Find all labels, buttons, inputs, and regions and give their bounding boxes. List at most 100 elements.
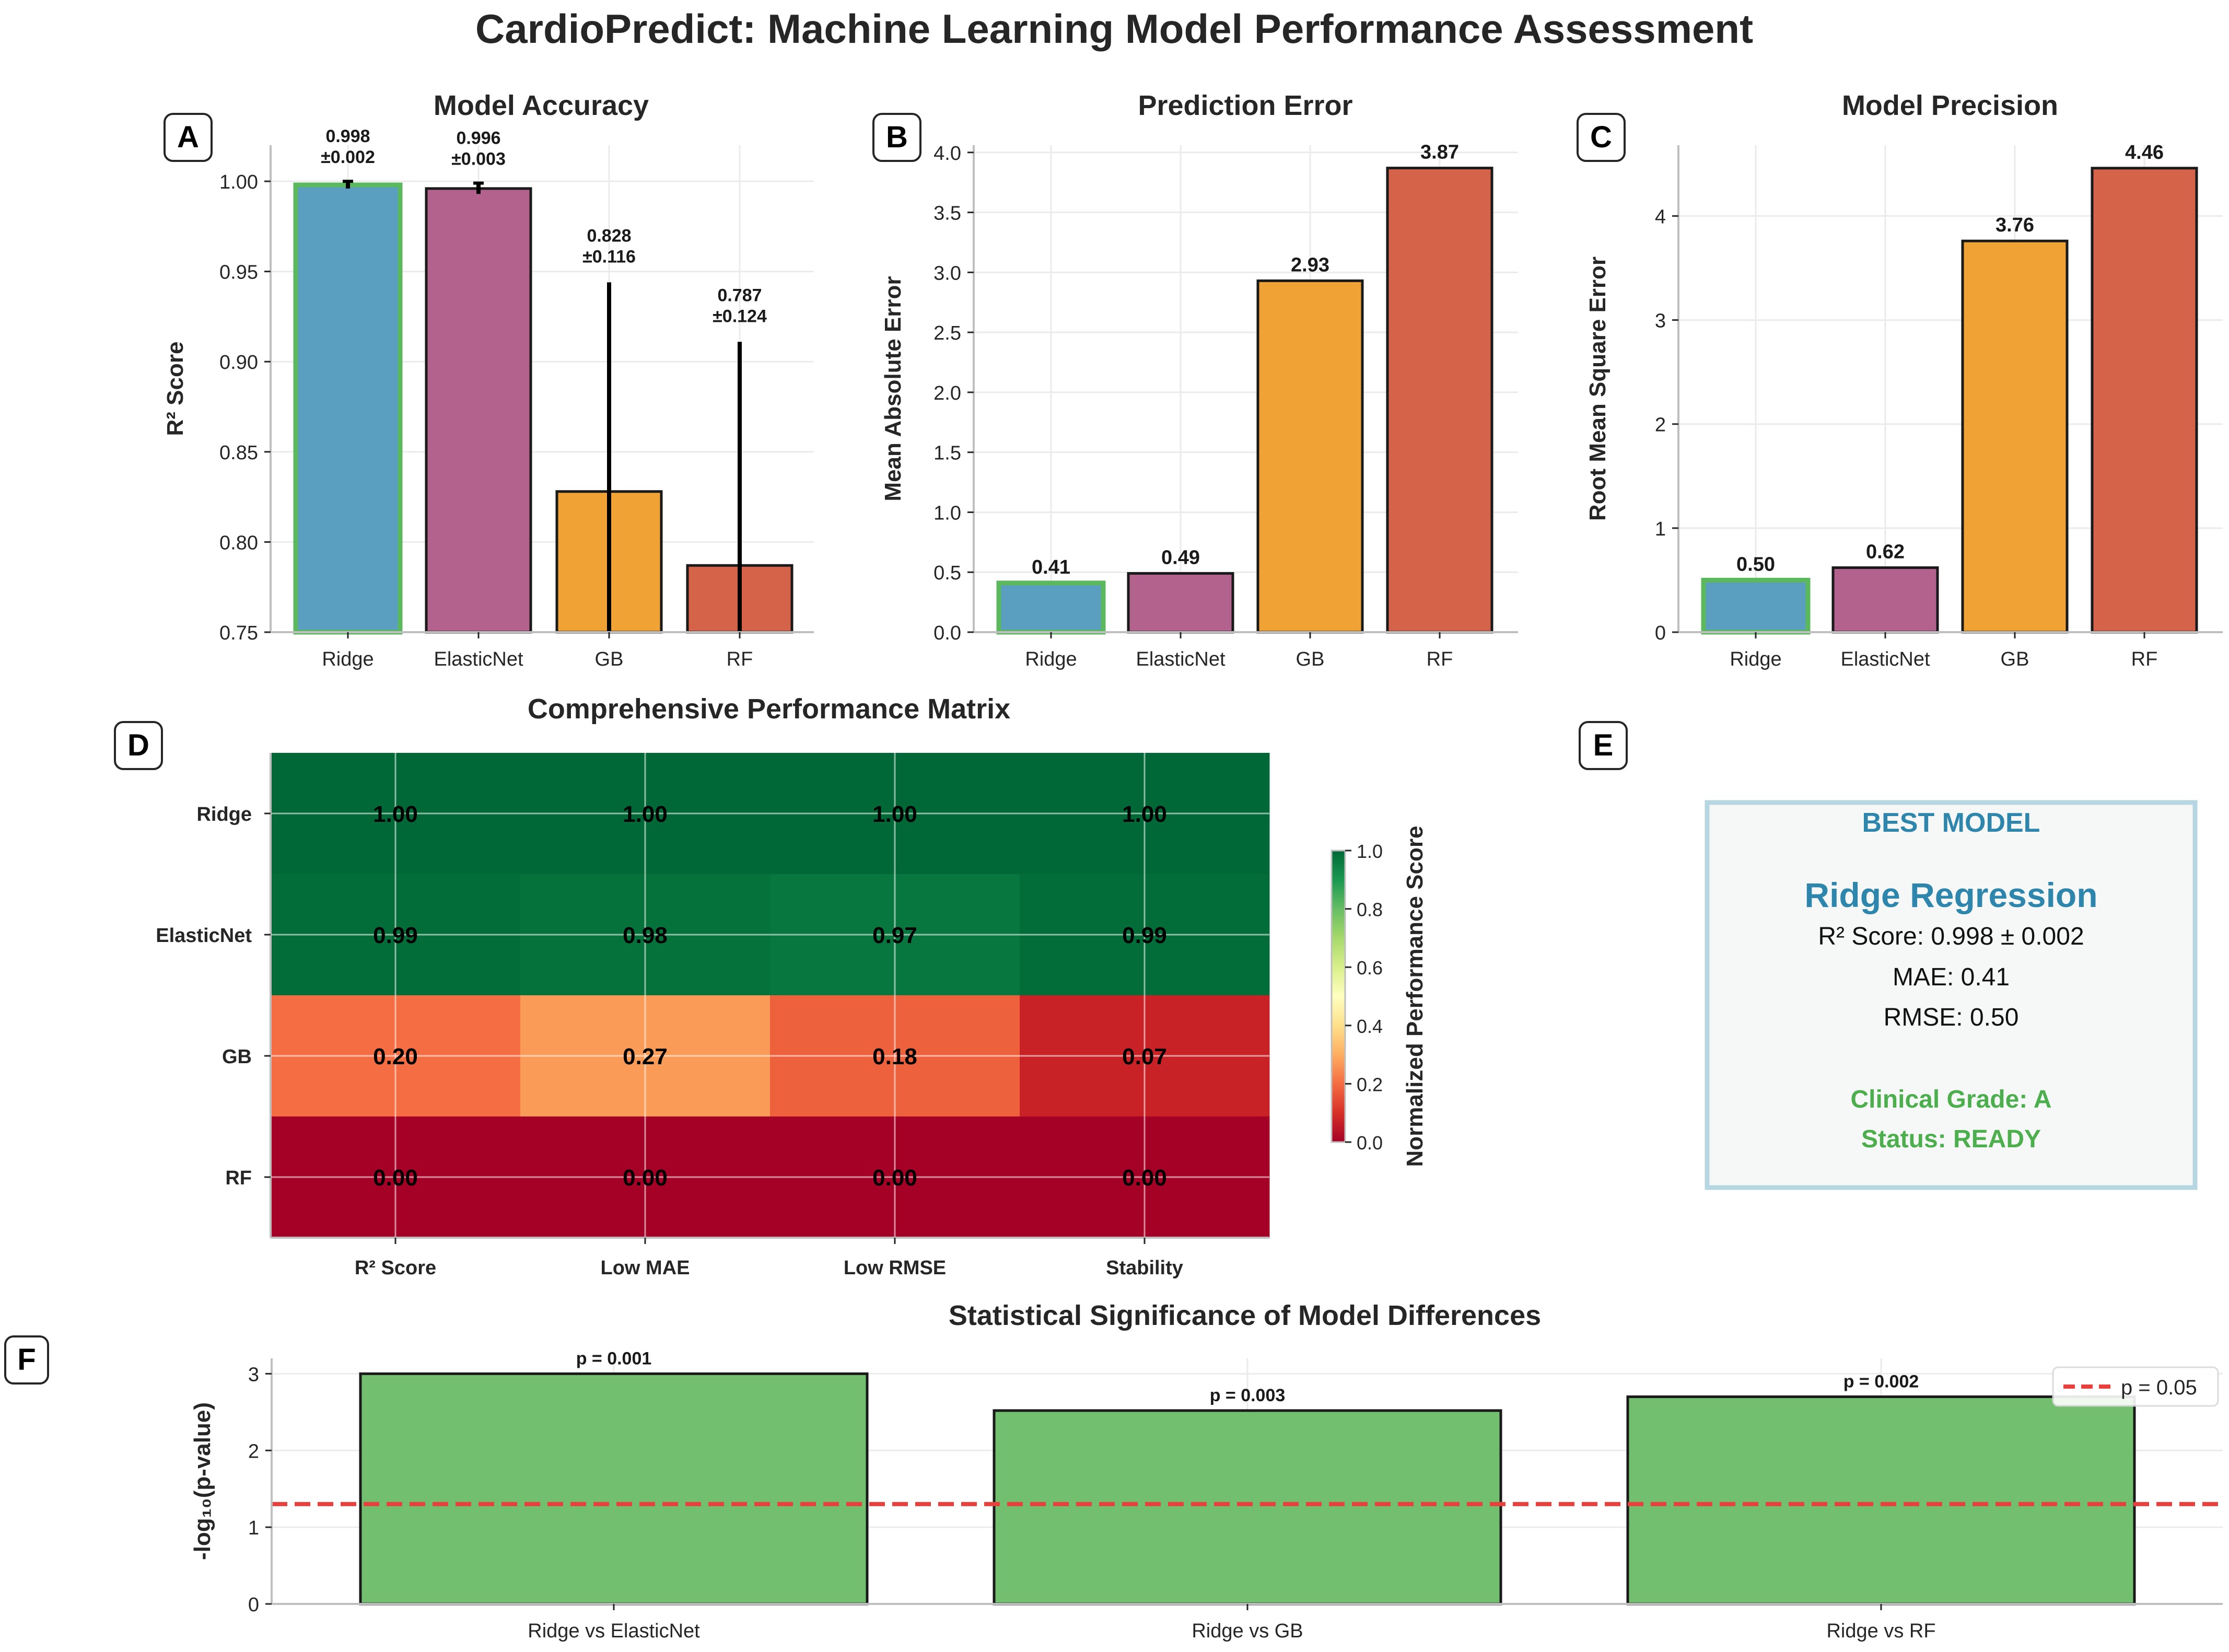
x-tick-label-ridge-vs-rf: Ridge vs RF bbox=[1826, 1620, 1935, 1642]
legend: p = 0.05 bbox=[2052, 1366, 2219, 1407]
data-label-gb: 3.76 bbox=[1995, 214, 2034, 236]
panel-f: F Statistical Significance of Model Diff… bbox=[4, 1300, 2223, 1642]
panel-d-colorbar: 0.0 0.2 0.4 0.6 0.8 1.0 Normalized Performance… bbox=[1331, 826, 1428, 1167]
panel-f-plot: p = 0.001 p = 0.003 p = 0.002 p = 0.05 0 1 2 3 R… bbox=[190, 1348, 2223, 1642]
y-axis-label: R² Score bbox=[162, 342, 188, 436]
y-tick-label: 3 bbox=[248, 1364, 259, 1386]
bar-ridge bbox=[996, 580, 1106, 635]
x-tick-label-rf: RF bbox=[1427, 648, 1453, 670]
y-tick-label: 0.75 bbox=[219, 622, 258, 644]
panel-d-heatmap: 1.00 1.00 1.00 1.00 0.99 0.98 0.97 0.99 0.20 0.27… bbox=[156, 753, 1270, 1279]
data-label-rf: 4.46 bbox=[2125, 142, 2164, 164]
heatmap-value-rf-low-rmse: 0.00 bbox=[872, 1165, 917, 1191]
data-label-ridge: 0.998 bbox=[325, 126, 370, 146]
panel-b: B Prediction Error 0.41 0.492.933.870.00.… bbox=[872, 90, 1518, 670]
best-model-rmse: RMSE: 0.50 bbox=[1884, 1004, 2019, 1031]
panel-b-badge: B bbox=[872, 113, 921, 162]
heatmap-col-label-low-mae: Low MAE bbox=[601, 1257, 690, 1279]
y-tick-label: 0.80 bbox=[219, 532, 258, 554]
data-label-rf: 0.787 bbox=[717, 285, 762, 305]
bar-rf bbox=[1386, 167, 1493, 634]
colorbar-tick-label: 1.0 bbox=[1357, 841, 1383, 862]
panel-d-badge: D bbox=[114, 721, 163, 770]
best-model-name: Ridge Regression bbox=[1804, 876, 2097, 914]
panel-b-title: Prediction Error bbox=[1138, 90, 1352, 121]
bar-ridge-vs-rf bbox=[1626, 1395, 2136, 1606]
panel-f-title: Statistical Significance of Model Differ… bbox=[949, 1300, 1541, 1331]
y-tick-label: 3 bbox=[1655, 310, 1666, 332]
bar-gb bbox=[1961, 239, 2069, 634]
best-model-box bbox=[1705, 800, 2198, 1190]
x-tick-label-ridge: Ridge bbox=[322, 648, 374, 670]
y-tick-label: 1.00 bbox=[219, 171, 258, 193]
best-model-status: Status: READY bbox=[1861, 1125, 2041, 1153]
heatmap-value-elasticnet-low-mae: 0.98 bbox=[623, 923, 668, 948]
heatmap-value-gb-low-rmse: 0.18 bbox=[872, 1044, 917, 1069]
data-label-err-ridge: ±0.002 bbox=[321, 147, 375, 167]
bar-ridge bbox=[293, 182, 403, 635]
heatmap-value-ridge-stability: 1.00 bbox=[1122, 801, 1167, 827]
best-model-grade: Clinical Grade: A bbox=[1851, 1086, 2052, 1113]
x-tick-label-rf: RF bbox=[2131, 648, 2158, 670]
heatmap-value-rf-low-mae: 0.00 bbox=[623, 1165, 668, 1191]
heatmap-col-label-stability: Stability bbox=[1106, 1257, 1183, 1279]
bar-elasticnet bbox=[1127, 572, 1234, 634]
y-tick-label: 3.0 bbox=[933, 262, 961, 284]
heatmap-row-label-gb: GB bbox=[222, 1046, 252, 1068]
data-label-ridge-vs-gb: p = 0.003 bbox=[1210, 1386, 1286, 1405]
data-label-err-elasticnet: ±0.003 bbox=[451, 149, 506, 169]
data-label-ridge-vs-rf: p = 0.002 bbox=[1843, 1371, 1919, 1391]
y-tick-label: 0 bbox=[248, 1594, 259, 1616]
x-tick-label-gb: GB bbox=[2001, 648, 2029, 670]
y-tick-label: 0.85 bbox=[219, 442, 258, 464]
panel-b-plot: 0.41 0.49 2.93 3.87 0.0 0.5 1.0 1.5 2.0 2.5 3.0 3.5… bbox=[880, 142, 1518, 670]
heatmap-value-rf-r-score: 0.00 bbox=[373, 1165, 418, 1191]
heatmap-value-gb-low-mae: 0.27 bbox=[623, 1044, 668, 1069]
data-label-rf: 3.87 bbox=[1420, 142, 1459, 164]
y-tick-label: 0.95 bbox=[219, 262, 258, 284]
panel-d: D Comprehensive Performance Matrix 1.00 1… bbox=[114, 693, 1428, 1279]
colorbar-gradient bbox=[1331, 850, 1346, 1143]
y-tick-label: 1 bbox=[248, 1517, 259, 1539]
heatmap-value-rf-stability: 0.00 bbox=[1122, 1165, 1167, 1191]
heatmap-value-elasticnet-r-score: 0.99 bbox=[373, 923, 418, 948]
bar-elasticnet bbox=[425, 187, 532, 634]
x-tick-label-elasticnet: ElasticNet bbox=[1136, 648, 1225, 670]
y-tick-label: 0.5 bbox=[933, 562, 961, 584]
panel-a: A Model Accuracy 0.998±0.0020.996±0.0030… bbox=[162, 90, 814, 670]
x-tick-label-ridge: Ridge bbox=[1730, 648, 1781, 670]
heatmap-value-gb-r-score: 0.20 bbox=[373, 1044, 418, 1069]
data-label-err-gb: ±0.116 bbox=[582, 247, 636, 266]
heatmap-value-elasticnet-stability: 0.99 bbox=[1122, 923, 1167, 948]
panel-f-letter: F bbox=[17, 1343, 36, 1377]
y-axis-label: Root Mean Square Error bbox=[1585, 257, 1611, 521]
y-tick-label: 2.0 bbox=[933, 382, 961, 404]
x-tick-label-rf: RF bbox=[727, 648, 753, 670]
y-tick-label: 2 bbox=[248, 1440, 259, 1462]
y-tick-label: 0 bbox=[1655, 622, 1666, 644]
panel-e-badge: E bbox=[1579, 721, 1628, 770]
data-label-elasticnet: 0.49 bbox=[1161, 547, 1200, 569]
panel-a-letter: A bbox=[177, 120, 199, 154]
legend-box bbox=[2052, 1366, 2219, 1407]
heatmap-value-ridge-low-mae: 1.00 bbox=[623, 801, 668, 827]
panel-a-badge: A bbox=[164, 113, 213, 162]
colorbar-tick-label: 0.6 bbox=[1357, 957, 1383, 979]
data-label-err-rf: ±0.124 bbox=[713, 306, 767, 326]
heatmap-col-label-r-score: R² Score bbox=[355, 1257, 436, 1279]
heatmap-value-ridge-r-score: 1.00 bbox=[373, 801, 418, 827]
panel-e: E BEST MODEL Ridge Regression R² Score: … bbox=[1579, 721, 2198, 1190]
panel-c-badge: C bbox=[1577, 113, 1626, 162]
data-label-elasticnet: 0.62 bbox=[1866, 541, 1905, 563]
heatmap-value-ridge-low-rmse: 1.00 bbox=[872, 801, 917, 827]
legend-label: p = 0.05 bbox=[2121, 1376, 2197, 1399]
y-tick-label: 1 bbox=[1655, 518, 1666, 540]
panel-c: C Model Precision 0.50 0.62 3.76 4.46 0 1 2 3 4 R… bbox=[1577, 90, 2223, 670]
bar-elasticnet bbox=[1831, 566, 1939, 634]
data-label-elasticnet: 0.996 bbox=[456, 128, 500, 148]
panel-d-title: Comprehensive Performance Matrix bbox=[528, 693, 1010, 725]
y-tick-label: 2.5 bbox=[933, 322, 961, 344]
bar-rf bbox=[2091, 167, 2198, 634]
best-model-mae: MAE: 0.41 bbox=[1893, 963, 2010, 991]
